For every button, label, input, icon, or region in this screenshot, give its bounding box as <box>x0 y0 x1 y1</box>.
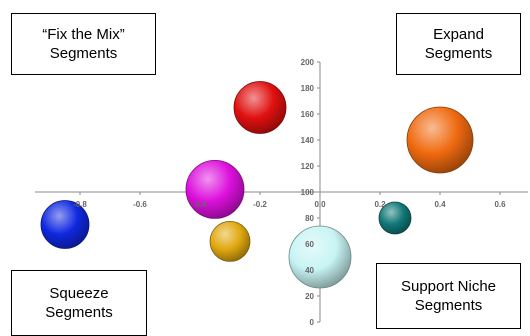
bubble-point <box>378 201 412 235</box>
y-tick-label: 80 <box>305 214 314 223</box>
quadrant-label-line1: Expand <box>433 26 484 43</box>
y-tick-label: 200 <box>301 58 315 67</box>
y-tick-label: 40 <box>305 266 314 275</box>
bubble-series <box>40 81 474 289</box>
quadrant-label-line1: Squeeze <box>49 285 109 302</box>
x-tick-label: 0.0 <box>314 200 326 209</box>
x-tick-label: 0.2 <box>374 200 386 209</box>
y-tick-label: 120 <box>301 162 315 171</box>
quadrant-label-expand: Expand Segments <box>396 13 521 75</box>
y-tick-label: 160 <box>301 110 315 119</box>
x-tick-label: 0.6 <box>494 200 506 209</box>
x-tick-label: -0.8 <box>73 200 87 209</box>
quadrant-label-line2: Segments <box>49 45 118 62</box>
quadrant-label-line2: Segments <box>414 297 483 314</box>
bubble-point <box>233 81 287 134</box>
quadrant-label-line2: Segments <box>45 304 113 321</box>
y-tick-label: 140 <box>301 136 315 145</box>
quadrant-label-line1: “Fix the Mix” <box>42 26 125 43</box>
y-tick-label: 20 <box>305 292 314 301</box>
quadrant-label-line1: Support Niche <box>400 278 497 295</box>
bubble-point <box>288 225 352 289</box>
y-tick-label: 0 <box>310 318 315 327</box>
bubble-point <box>406 106 474 174</box>
bubble-point <box>40 200 90 249</box>
quadrant-label-squeeze: Squeeze Segments <box>11 270 147 336</box>
bubble-point <box>209 220 251 262</box>
quadrant-label-fix-the-mix: “Fix the Mix” Segments <box>11 13 156 75</box>
quadrant-label-support-niche: Support Niche Segments <box>376 263 521 329</box>
quadrant-label-line2: Segments <box>424 45 493 62</box>
x-tick-label: 0.4 <box>434 200 446 209</box>
y-tick-label: 100 <box>301 188 315 197</box>
y-tick-label: 180 <box>301 84 315 93</box>
tick-labels: -0.8 -0.6 -0.4 -0.2 0.0 0.2 0.4 0.6 0 20 40 60 80 100… <box>73 58 506 327</box>
x-tick-label: -0.2 <box>253 200 267 209</box>
x-tick-label: -0.4 <box>193 200 207 209</box>
x-tick-label: -0.6 <box>133 200 147 209</box>
bubble-point <box>185 159 245 219</box>
y-tick-label: 60 <box>305 240 314 249</box>
